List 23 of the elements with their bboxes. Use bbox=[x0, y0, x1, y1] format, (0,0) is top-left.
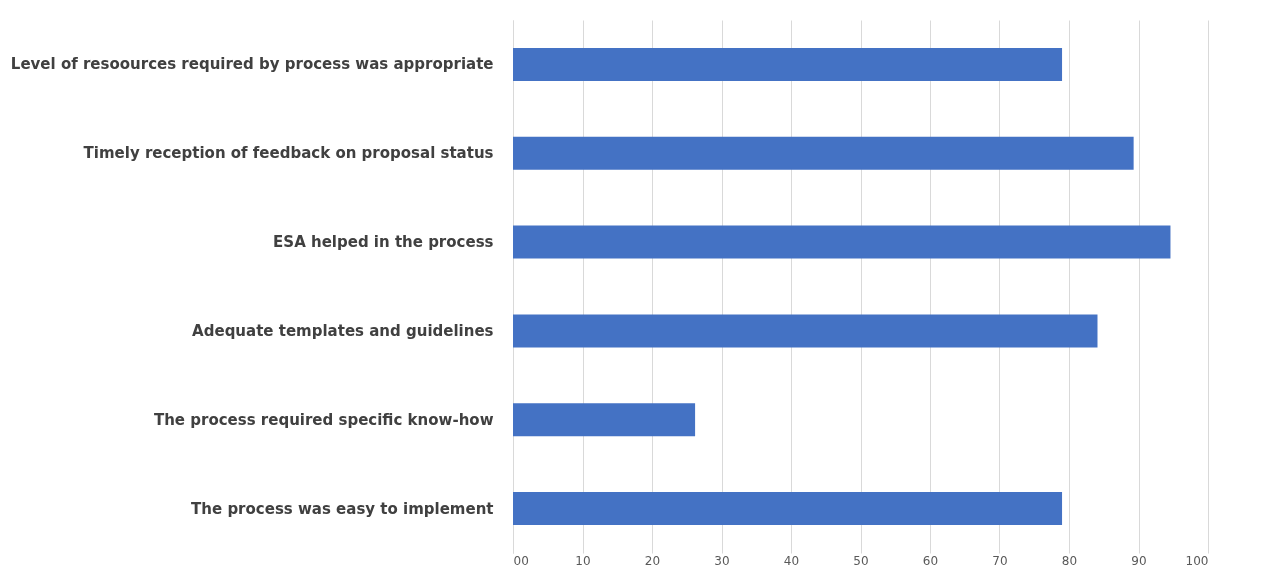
y-tick-label: ESA helped in the process bbox=[273, 233, 494, 252]
bar bbox=[513, 136, 1134, 170]
x-tick-label: 30 bbox=[714, 553, 730, 568]
bar bbox=[513, 492, 1063, 526]
x-tick-label: 100 bbox=[1185, 553, 1209, 568]
x-tick-label: 40 bbox=[783, 553, 800, 568]
y-tick-label: Adequate templates and guidelines bbox=[192, 321, 494, 340]
y-tick-label: The process was easy to implement bbox=[191, 499, 494, 518]
x-tick-label: 10 bbox=[575, 553, 591, 568]
x-tick-label: 00 bbox=[513, 553, 529, 568]
x-tick-label: 70 bbox=[992, 553, 1008, 568]
x-tick-label: 50 bbox=[853, 553, 869, 568]
bar bbox=[513, 403, 696, 437]
y-tick-label: The process required specific know-how bbox=[153, 410, 494, 429]
bar bbox=[513, 47, 1063, 81]
x-tick-label: 90 bbox=[1131, 553, 1147, 568]
y-tick-label: Timely reception of feedback on proposal status bbox=[83, 144, 494, 163]
x-tick-label: 80 bbox=[1061, 553, 1078, 568]
bar bbox=[513, 314, 1098, 348]
x-tick-label: 20 bbox=[644, 553, 661, 568]
bar bbox=[513, 225, 1171, 259]
y-tick-label: Level of resoources required by process was appropriate bbox=[10, 55, 494, 74]
x-tick-label: 60 bbox=[922, 553, 939, 568]
